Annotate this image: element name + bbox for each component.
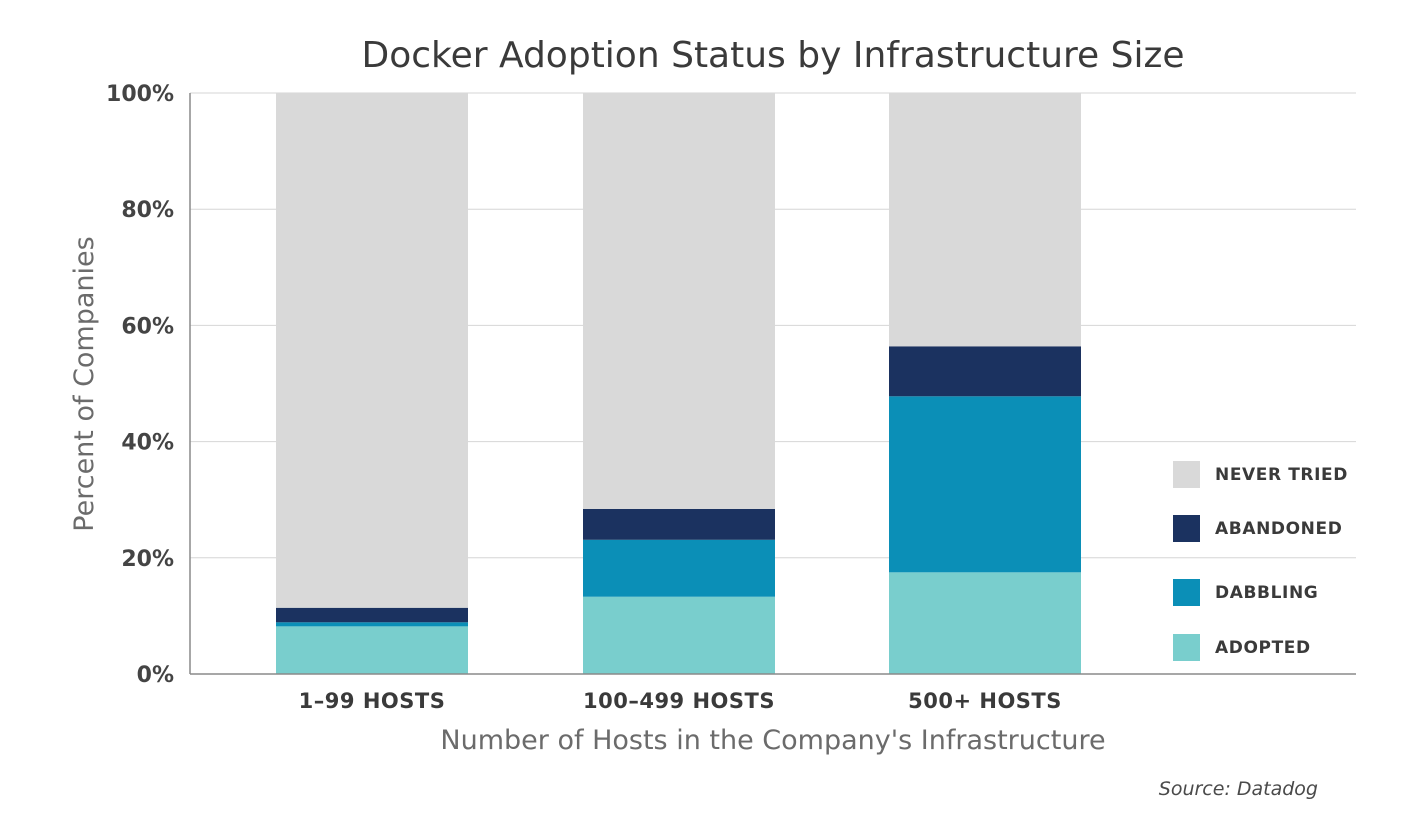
legend-swatch-adopted xyxy=(1173,634,1200,661)
y-axis-label: Percent of Companies xyxy=(69,236,100,531)
chart-title: Docker Adoption Status by Infrastructure… xyxy=(361,35,1184,76)
bar-segment-dabbling-3 xyxy=(889,396,1081,573)
y-tick-label: 100% xyxy=(106,82,174,107)
y-tick-label: 0% xyxy=(137,663,174,688)
bar-segment-abandoned-1 xyxy=(276,607,468,623)
bar-segment-abandoned-2 xyxy=(583,508,775,540)
bar-segment-never-tried-3 xyxy=(889,93,1081,347)
legend-swatch-abandoned xyxy=(1173,515,1200,542)
y-tick-label: 60% xyxy=(121,314,174,339)
y-tick-labels: 0% 20% 40% 60% 80% 100% xyxy=(106,82,174,688)
y-tick-label: 80% xyxy=(121,198,174,223)
bar-segment-dabbling-1 xyxy=(276,622,468,627)
x-tick-label: 100–499 HOSTS xyxy=(583,689,775,713)
bar-segment-adopted-3 xyxy=(889,572,1081,674)
bar-segment-never-tried-2 xyxy=(583,93,775,509)
legend-label-abandoned: ABANDONED xyxy=(1215,519,1342,539)
bar-segment-abandoned-3 xyxy=(889,346,1081,397)
axes xyxy=(189,93,1356,675)
x-tick-label: 500+ HOSTS xyxy=(908,689,1062,713)
bars xyxy=(276,93,1081,674)
source-note: Source: Datadog xyxy=(1159,778,1318,800)
legend-swatch-dabbling xyxy=(1173,579,1200,606)
bar-segment-never-tried-1 xyxy=(276,93,468,608)
bar-segment-dabbling-2 xyxy=(583,539,775,597)
legend-label-adopted: ADOPTED xyxy=(1215,638,1311,658)
legend-label-never-tried: NEVER TRIED xyxy=(1215,465,1348,485)
x-tick-label: 1–99 HOSTS xyxy=(299,689,446,713)
y-tick-label: 20% xyxy=(121,547,174,572)
legend-label-dabbling: DABBLING xyxy=(1215,583,1318,603)
y-tick-label: 40% xyxy=(121,431,174,456)
legend: NEVER TRIED ABANDONED DABBLING ADOPTED xyxy=(1173,461,1348,661)
bar-segment-adopted-1 xyxy=(276,626,468,674)
x-tick-labels: 1–99 HOSTS 100–499 HOSTS 500+ HOSTS xyxy=(299,689,1062,713)
x-axis-label: Number of Hosts in the Company's Infrast… xyxy=(440,725,1105,756)
legend-swatch-never-tried xyxy=(1173,461,1200,488)
bar-segment-adopted-2 xyxy=(583,596,775,674)
